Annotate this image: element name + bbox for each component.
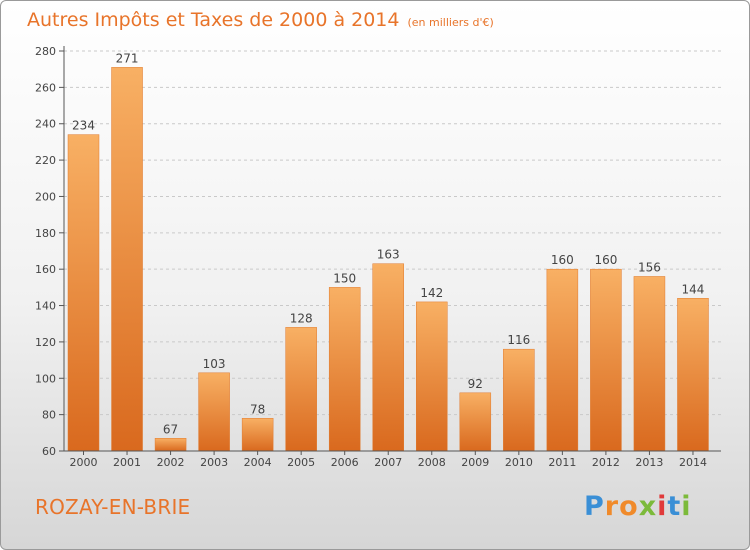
value-label: 271 — [116, 51, 139, 65]
x-tick-label: 2014 — [679, 456, 707, 469]
bar — [677, 298, 709, 452]
y-tick-label: 160 — [35, 263, 56, 276]
x-tick-label: 2006 — [331, 456, 359, 469]
bar — [633, 276, 666, 452]
y-tick-label: 280 — [35, 45, 56, 58]
axes: 60 80 100 120 140 160 180 200 220 240 260 280 2000 20… — [35, 45, 721, 469]
value-label: 67 — [163, 422, 178, 436]
x-tick-label: 2008 — [418, 456, 446, 469]
value-labels: 234 271 67 103 78 128 150 163 142 92 116 160 160 156 1… — [72, 51, 704, 436]
x-tick-label: 2002 — [157, 456, 185, 469]
y-tick-label: 200 — [35, 190, 56, 203]
x-tick-label: 2004 — [244, 456, 272, 469]
value-label: 160 — [551, 253, 574, 267]
x-tick-label: 2012 — [592, 456, 620, 469]
value-label: 160 — [594, 253, 617, 267]
value-label: 92 — [468, 377, 483, 391]
value-label: 150 — [333, 271, 356, 285]
bar — [198, 372, 230, 452]
y-tick-label: 240 — [35, 118, 56, 131]
y-tick-label: 120 — [35, 336, 56, 349]
x-tick-label: 2000 — [70, 456, 98, 469]
bar — [416, 301, 448, 452]
y-tick-label: 180 — [35, 227, 56, 240]
value-label: 142 — [420, 286, 443, 300]
value-label: 103 — [203, 357, 226, 371]
value-label: 156 — [638, 260, 661, 274]
value-label: 78 — [250, 402, 265, 416]
value-label: 144 — [682, 282, 705, 296]
title-main: Autres Impôts et Taxes de 2000 à 2014 — [27, 9, 400, 31]
x-tick-label: 2013 — [635, 456, 663, 469]
y-tick-label: 80 — [42, 409, 56, 422]
y-tick-label: 100 — [35, 372, 56, 385]
bar — [111, 67, 143, 452]
y-tick-label: 260 — [35, 81, 56, 94]
bar — [285, 327, 317, 452]
y-tick-label: 220 — [35, 154, 56, 167]
y-tick-label: 140 — [35, 300, 56, 313]
chart-title: Autres Impôts et Taxes de 2000 à 2014 (en… — [27, 9, 494, 31]
value-label: 128 — [290, 311, 313, 325]
bar — [328, 287, 361, 452]
commune-name: ROZAY-EN-BRIE — [35, 495, 191, 519]
proxiti-logo: Proxiti — [584, 491, 692, 522]
y-tick-label: 60 — [42, 445, 56, 458]
bar — [546, 268, 579, 452]
bar — [241, 418, 274, 452]
bar — [503, 348, 535, 452]
value-label: 163 — [377, 248, 400, 262]
bar — [67, 134, 100, 452]
bar — [590, 268, 622, 452]
bar — [459, 392, 492, 452]
title-unit: (en milliers d'€) — [407, 16, 494, 29]
x-tick-label: 2011 — [548, 456, 576, 469]
x-tick-label: 2010 — [505, 456, 533, 469]
x-tick-label: 2009 — [461, 456, 489, 469]
x-tick-label: 2003 — [200, 456, 228, 469]
x-tick-label: 2005 — [287, 456, 315, 469]
bar — [372, 263, 404, 452]
x-tick-label: 2007 — [374, 456, 402, 469]
bar — [154, 438, 187, 452]
x-tick-label: 2001 — [113, 456, 141, 469]
bars — [67, 67, 709, 452]
value-label: 234 — [72, 119, 95, 133]
value-label: 116 — [507, 333, 530, 347]
